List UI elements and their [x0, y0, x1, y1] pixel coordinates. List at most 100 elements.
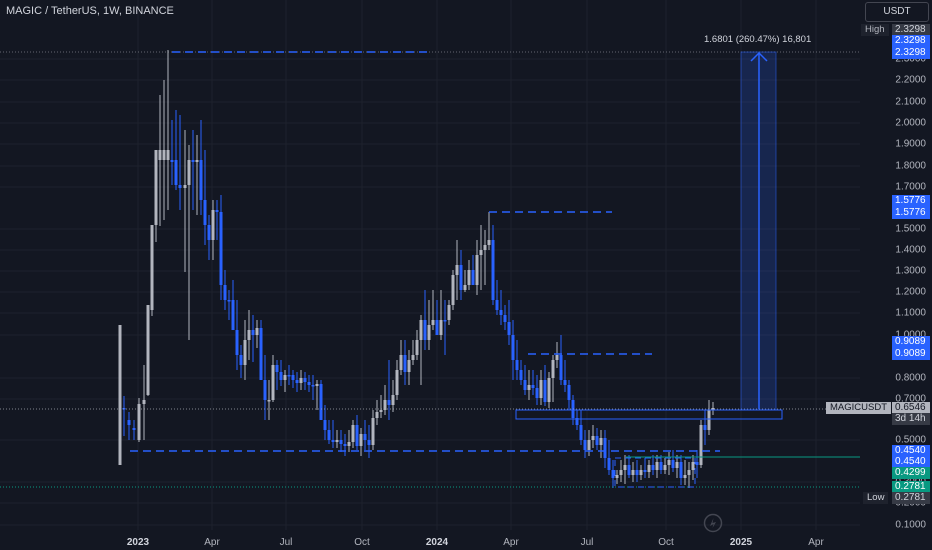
candle-bear — [567, 385, 571, 400]
countdown-badge: 3d 14h — [892, 413, 930, 425]
candle-bull — [383, 400, 387, 410]
measure-top-badge-1: 2.3298 — [892, 35, 930, 47]
price-tick-label: 1.4000 — [895, 244, 926, 256]
candle-bull — [146, 305, 150, 395]
candle-bull — [699, 425, 703, 465]
candle-bull — [399, 355, 403, 370]
candle-bear — [295, 380, 299, 383]
candle-bull — [375, 412, 379, 418]
candle-bear — [355, 425, 359, 446]
candle-bear — [403, 355, 407, 372]
price-tick-label: 2.2000 — [895, 74, 926, 86]
candle-bull — [663, 465, 667, 470]
candle-bull — [166, 150, 170, 160]
candle-bear — [231, 300, 235, 330]
level-badge-4: 0.4299 — [892, 467, 930, 479]
candle-bull — [547, 378, 551, 402]
candle-bear — [659, 462, 663, 470]
candle-bull — [615, 475, 619, 478]
candle-bear — [471, 270, 475, 285]
candle-bull — [407, 360, 411, 372]
candle-bear — [523, 380, 527, 390]
low-tag: Low — [863, 492, 889, 504]
price-tick-label: 2.3000 — [895, 53, 926, 65]
price-tick-label: 2.1000 — [895, 96, 926, 108]
candle-bull — [154, 150, 158, 225]
high-tag: High — [861, 24, 889, 36]
candle-bull — [411, 355, 415, 360]
candle-bull — [137, 404, 141, 440]
candle-bear — [319, 384, 323, 420]
candle-bull — [419, 320, 423, 340]
candle-bull — [711, 408, 715, 410]
candle-bear — [535, 388, 539, 398]
candle-bull — [475, 255, 479, 285]
candle-bull — [619, 470, 623, 475]
measure-label: 1.6801 (260.47%) 16,801 — [704, 34, 812, 45]
time-tick-label: Oct — [354, 537, 370, 548]
time-tick-label: Apr — [808, 537, 824, 548]
time-tick-label: Oct — [658, 537, 674, 548]
candle-bull — [371, 418, 375, 445]
candle-bear — [287, 375, 291, 377]
candle-bear — [279, 372, 283, 380]
high-value-badge: 2.3298 — [892, 24, 930, 36]
last-price-badge: 0.6546 — [892, 402, 930, 414]
candle-bull — [623, 465, 627, 470]
candle-bear — [511, 335, 515, 360]
currency-button[interactable]: USDT — [865, 2, 929, 22]
candle-bear — [259, 328, 263, 380]
price-tick-label: 1.8000 — [895, 160, 926, 172]
symbol-title[interactable]: MAGIC / TetherUS, 1W, BINANCE — [6, 5, 174, 17]
candle-bull — [687, 470, 691, 475]
level-badge-3a: 0.4540 — [892, 445, 930, 457]
candle-bear — [331, 440, 335, 442]
candle-bear — [291, 375, 295, 380]
candle-bull — [243, 340, 247, 365]
tradingview-logo-icon — [703, 513, 723, 533]
candle-bull — [483, 245, 487, 250]
candle-bear — [174, 160, 178, 185]
candle-bear — [363, 434, 367, 440]
candle-bull — [647, 465, 651, 472]
candle-bear — [491, 240, 495, 300]
candle-bear — [499, 310, 503, 315]
candle-bull — [255, 328, 259, 335]
candle-bull — [683, 475, 687, 478]
candle-bull — [551, 360, 555, 378]
candle-bull — [707, 410, 711, 430]
candle-bear — [275, 365, 279, 372]
price-tick-label: 0.7000 — [895, 393, 926, 405]
candle-bear — [203, 200, 207, 225]
candle-bull — [667, 460, 671, 465]
candle-bull — [431, 320, 435, 325]
candle-bull — [247, 330, 251, 340]
price-tick-label: 1.3000 — [895, 265, 926, 277]
candle-bear — [207, 225, 211, 240]
candle-bull — [451, 275, 455, 305]
candle-bear — [503, 315, 507, 322]
price-tick-label: 0.5000 — [895, 434, 926, 446]
candle-bear — [575, 418, 579, 425]
candle-bear — [239, 355, 243, 365]
price-tick-label: 1.7000 — [895, 181, 926, 193]
time-tick-label: 2025 — [729, 537, 753, 548]
candle-bear — [595, 436, 599, 445]
candle-bear — [387, 400, 391, 405]
candle-bull — [283, 375, 287, 380]
level-badge-1a: 1.5776 — [892, 195, 930, 207]
candle-bull — [447, 305, 451, 320]
candle-bear — [303, 378, 307, 382]
candle-bear — [559, 355, 563, 380]
candle-bear — [343, 444, 347, 446]
symbol-tag: MAGICUSDT — [826, 402, 891, 414]
price-tick-label: 1.2000 — [895, 286, 926, 298]
candle-bear — [199, 160, 203, 200]
candle-bear — [695, 462, 699, 465]
candle-bull — [391, 395, 395, 405]
time-tick-label: Apr — [503, 537, 519, 548]
candle-bull — [347, 442, 351, 446]
candle-bear — [215, 210, 219, 212]
price-tick-label: 1.5000 — [895, 223, 926, 235]
